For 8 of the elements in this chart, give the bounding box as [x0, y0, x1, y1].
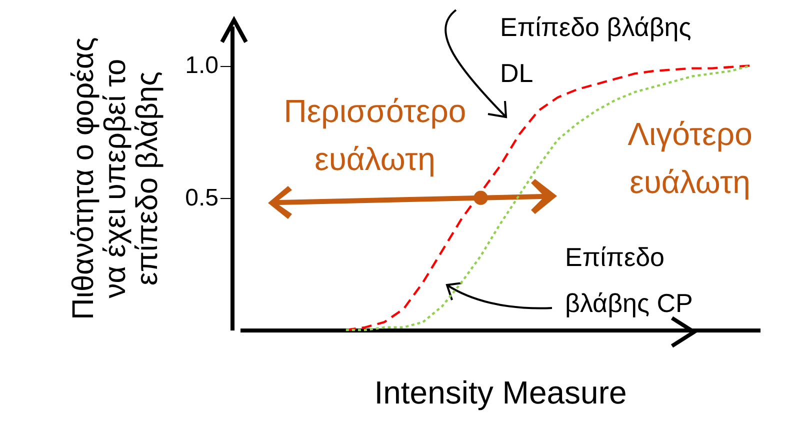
- y-tick-label: 1.0: [185, 52, 218, 80]
- x-axis-title: Intensity Measure: [374, 374, 627, 410]
- annotation: Περισσότερο ευάλωτη: [284, 93, 466, 177]
- annotation: Λιγότερο ευάλωτη: [628, 116, 752, 200]
- text: Επίπεδο βλάβης CP: [565, 242, 693, 318]
- y-axis-title: Πιθανότητα ο φορέας να έχει υπερβεί το επίπεδο βλάβης: [67, 37, 164, 320]
- series-label: Επίπεδο βλάβης DL: [500, 12, 692, 88]
- y-tick-label: 0.5: [185, 184, 218, 212]
